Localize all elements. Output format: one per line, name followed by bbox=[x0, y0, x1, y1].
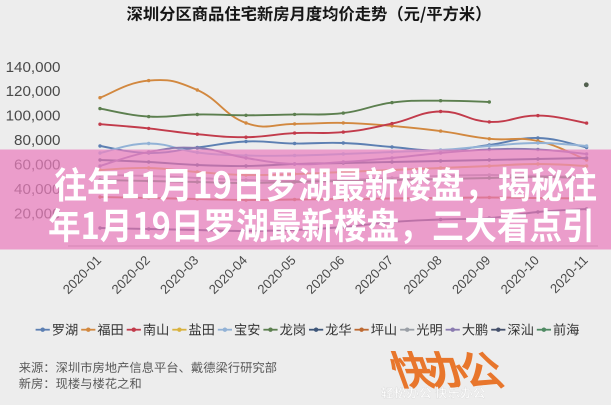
svg-text:120,000: 120,000 bbox=[6, 83, 61, 100]
svg-text:140,000: 140,000 bbox=[6, 59, 61, 76]
svg-text:100,000: 100,000 bbox=[6, 108, 61, 125]
svg-text:80,000: 80,000 bbox=[14, 132, 60, 149]
